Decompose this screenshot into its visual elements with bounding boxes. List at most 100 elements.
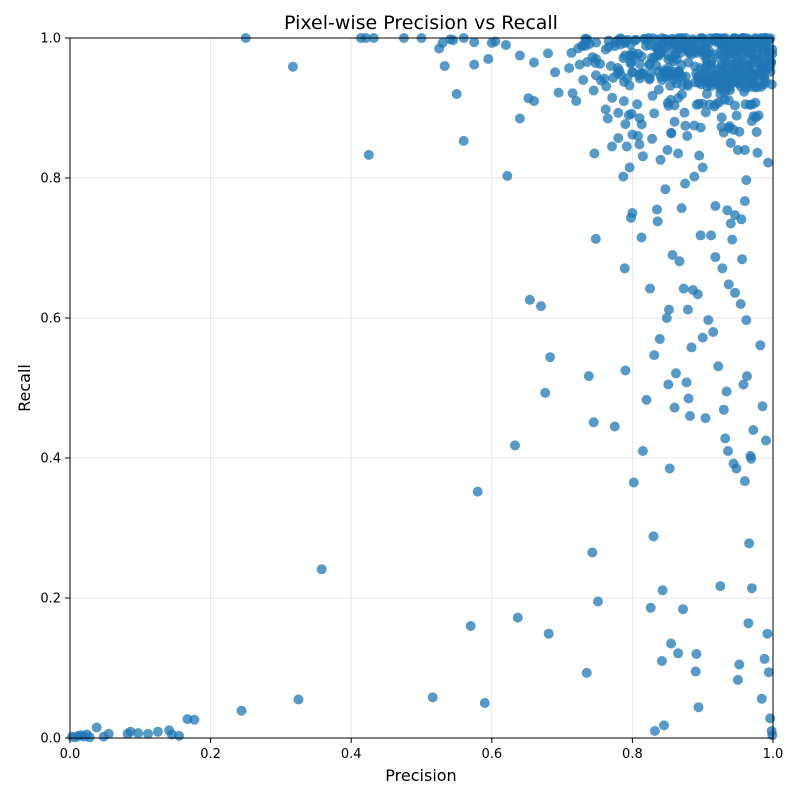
data-point — [685, 411, 695, 421]
data-point — [591, 37, 602, 48]
data-point — [486, 37, 497, 48]
data-point — [599, 73, 610, 84]
x-tick-label: 0.0 — [60, 747, 81, 762]
data-point — [746, 116, 757, 127]
data-point — [293, 694, 304, 705]
data-point — [609, 421, 620, 432]
data-point — [675, 39, 686, 50]
data-point — [641, 394, 652, 405]
data-point — [718, 404, 729, 415]
data-point — [189, 714, 200, 725]
data-point — [553, 87, 564, 98]
data-point — [730, 210, 740, 221]
data-point — [648, 531, 659, 542]
data-point — [702, 37, 713, 47]
data-point — [763, 667, 774, 678]
data-point — [588, 417, 599, 428]
y-tick-label: 0.4 — [40, 452, 61, 467]
data-point — [752, 147, 763, 158]
data-point — [732, 76, 743, 87]
data-point — [731, 38, 742, 49]
data-point — [741, 175, 752, 186]
data-point — [674, 256, 685, 267]
data-point — [680, 120, 691, 131]
data-point — [543, 628, 554, 639]
data-point — [678, 604, 688, 615]
data-point — [692, 289, 703, 300]
data-point — [634, 59, 645, 70]
data-point — [743, 618, 754, 629]
data-point — [744, 538, 755, 549]
data-point — [540, 387, 551, 398]
data-point — [671, 54, 682, 65]
data-point — [748, 69, 759, 80]
data-point — [644, 60, 655, 71]
data-point — [754, 62, 765, 73]
data-point — [627, 129, 638, 140]
data-point — [84, 732, 95, 743]
data-point — [701, 54, 712, 65]
data-point — [636, 232, 647, 243]
data-point — [730, 57, 740, 68]
data-point — [649, 726, 660, 736]
data-point — [750, 78, 761, 89]
data-point — [656, 656, 667, 666]
data-point — [620, 119, 631, 130]
data-point — [741, 315, 752, 326]
data-point — [613, 107, 624, 118]
data-point — [694, 150, 705, 161]
data-point — [746, 453, 757, 464]
data-point — [737, 254, 748, 265]
data-point — [723, 446, 733, 456]
data-point — [756, 693, 767, 704]
data-point — [695, 230, 706, 241]
data-point — [632, 99, 643, 110]
data-point — [628, 477, 639, 488]
data-points — [67, 33, 778, 743]
data-point — [720, 433, 731, 444]
y-axis-ticks: 0.0 0.2 0.4 0.6 0.8 1.0 — [40, 32, 70, 747]
data-point — [448, 35, 459, 46]
data-point — [645, 283, 655, 294]
data-point — [680, 71, 691, 82]
data-point — [761, 435, 771, 446]
data-point — [690, 666, 701, 677]
data-point — [174, 730, 184, 741]
data-point — [739, 196, 750, 207]
y-axis-label: Recall — [15, 364, 34, 412]
data-point — [664, 304, 674, 315]
data-point — [738, 54, 748, 65]
data-point — [588, 85, 599, 96]
data-point — [502, 170, 513, 181]
data-point — [703, 315, 714, 326]
data-point — [634, 113, 645, 124]
data-point — [566, 47, 577, 58]
data-point — [732, 674, 743, 685]
data-point — [730, 287, 740, 298]
data-point — [133, 728, 144, 739]
data-point — [664, 463, 675, 474]
data-point — [536, 301, 546, 312]
data-point — [739, 476, 750, 487]
data-point — [739, 86, 750, 97]
data-point — [763, 157, 774, 168]
data-point — [715, 89, 726, 99]
data-point — [618, 171, 629, 182]
data-point — [545, 352, 556, 363]
data-point — [697, 162, 708, 173]
data-point — [621, 141, 632, 152]
data-point — [654, 334, 665, 344]
data-point — [657, 585, 668, 596]
data-point — [625, 39, 636, 50]
data-point — [469, 37, 480, 48]
data-point — [529, 96, 539, 106]
y-tick-label: 0.0 — [40, 732, 61, 747]
data-point — [661, 69, 672, 79]
data-point — [677, 80, 688, 91]
data-point — [673, 648, 684, 659]
data-point — [451, 89, 462, 99]
data-point — [700, 107, 711, 118]
y-tick-label: 0.2 — [40, 592, 61, 607]
data-point — [529, 57, 539, 68]
